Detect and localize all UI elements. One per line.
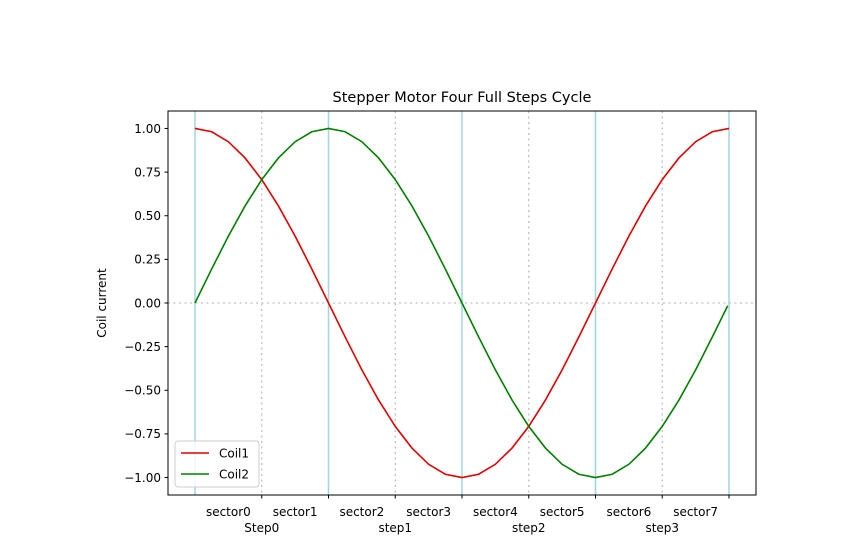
- x-step-label: Step0: [244, 521, 279, 535]
- x-step-label: step2: [512, 521, 546, 535]
- y-tick-label: 1.00: [134, 122, 161, 136]
- x-tick-label: sector5: [540, 505, 585, 519]
- x-tick-label: sector2: [339, 505, 384, 519]
- y-tick-label: −1.00: [124, 471, 161, 485]
- y-tick-label: −0.25: [124, 340, 161, 354]
- x-tick-label: sector7: [673, 505, 718, 519]
- chart-title: Stepper Motor Four Full Steps Cycle: [333, 90, 592, 106]
- y-tick-label: 0.00: [134, 296, 161, 310]
- x-tick-label: sector6: [606, 505, 651, 519]
- x-step-label: step3: [645, 521, 679, 535]
- x-tick-label: sector0: [206, 505, 251, 519]
- y-axis-label: Coil current: [95, 268, 109, 338]
- x-step-label: step1: [378, 521, 412, 535]
- series-line-coil1: [194, 127, 730, 479]
- y-tick-label: −0.75: [124, 427, 161, 441]
- y-tick-label: 0.25: [134, 253, 161, 267]
- x-axis: sector0 sector1 sector2 sector3 sector4 secto…: [206, 495, 730, 535]
- series-lines: [194, 127, 730, 479]
- legend-label-coil2: Coil2: [219, 467, 249, 481]
- y-axis: 1.00 0.75 0.50 0.25 0.00 −0.25 −0.50 −0.75 −1.00: [124, 122, 168, 485]
- y-tick-label: 0.75: [134, 165, 161, 179]
- series-line-coil2: [194, 127, 729, 479]
- legend-label-coil1: Coil1: [219, 446, 249, 460]
- x-tick-label: sector4: [473, 505, 518, 519]
- y-tick-label: −0.50: [124, 384, 161, 398]
- y-tick-label: 0.50: [134, 209, 161, 223]
- x-tick-label: sector3: [406, 505, 451, 519]
- legend: Coil1 Coil2: [174, 440, 260, 488]
- x-tick-label: sector1: [273, 505, 318, 519]
